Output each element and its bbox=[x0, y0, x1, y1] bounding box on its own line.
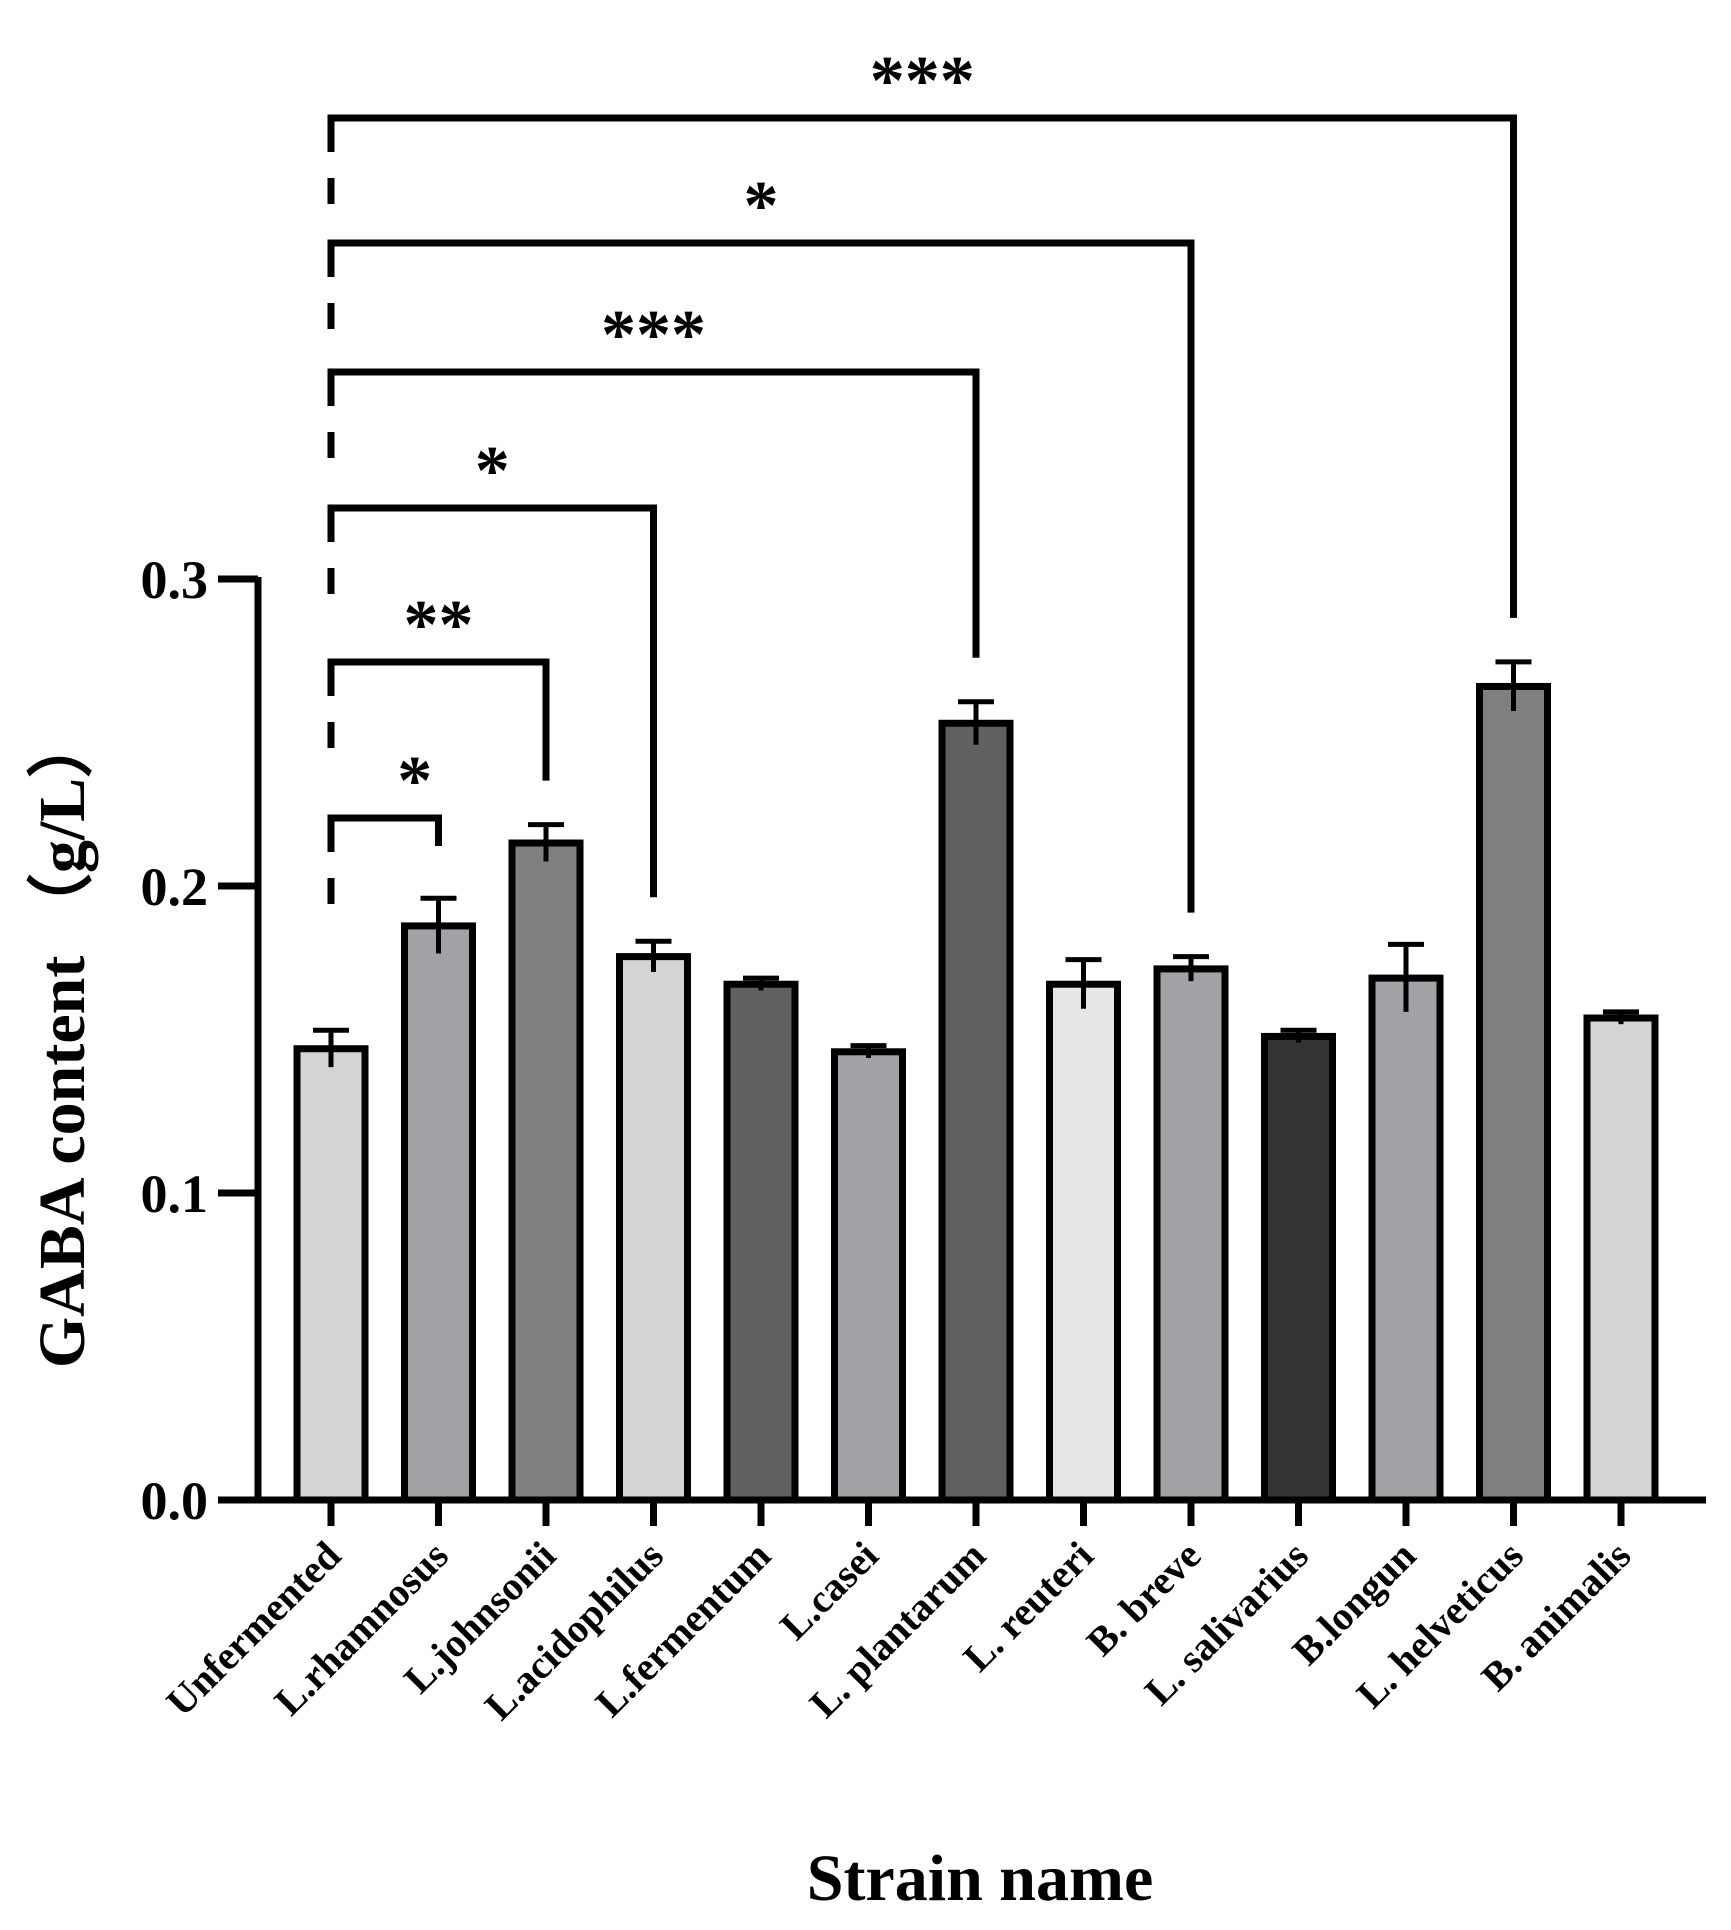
y-tick-label: 0.3 bbox=[141, 550, 209, 610]
significance-label: * bbox=[744, 168, 779, 245]
bar bbox=[1046, 980, 1121, 1504]
bar bbox=[1261, 1032, 1336, 1504]
significance-bracket bbox=[327, 239, 1195, 913]
bar bbox=[1476, 682, 1551, 1504]
significance-bracket bbox=[327, 504, 657, 898]
bar bbox=[1153, 965, 1229, 1504]
y-axis-title: GABA content （g/L） bbox=[25, 712, 99, 1368]
axes: 0.0 0.1 0.2 0.3 bbox=[141, 550, 1706, 1531]
bar bbox=[723, 980, 799, 1504]
significance-brackets: *********** bbox=[327, 43, 1517, 913]
significance-label: * bbox=[475, 433, 510, 510]
bar bbox=[938, 719, 1014, 1504]
x-axis-title: Strain name bbox=[807, 1842, 1154, 1915]
bar bbox=[508, 839, 584, 1504]
significance-label: *** bbox=[870, 43, 975, 120]
significance-bracket bbox=[327, 814, 442, 852]
y-tick-label: 0.2 bbox=[141, 857, 209, 917]
significance-bracket bbox=[327, 368, 980, 658]
bar bbox=[293, 1045, 369, 1504]
bar bbox=[401, 922, 476, 1504]
error-bars bbox=[313, 659, 1639, 1068]
bar bbox=[1583, 1014, 1659, 1504]
bars bbox=[293, 682, 1659, 1504]
significance-bracket bbox=[327, 658, 550, 781]
bar bbox=[616, 953, 691, 1504]
significance-bracket bbox=[327, 114, 1517, 618]
significance-label: *** bbox=[601, 297, 706, 374]
y-tick-label: 0.1 bbox=[141, 1164, 209, 1224]
y-tick-label: 0.0 bbox=[141, 1471, 209, 1531]
significance-label: ** bbox=[404, 587, 474, 664]
bar bbox=[1368, 974, 1444, 1504]
significance-label: * bbox=[397, 743, 432, 820]
bar bbox=[831, 1048, 906, 1504]
